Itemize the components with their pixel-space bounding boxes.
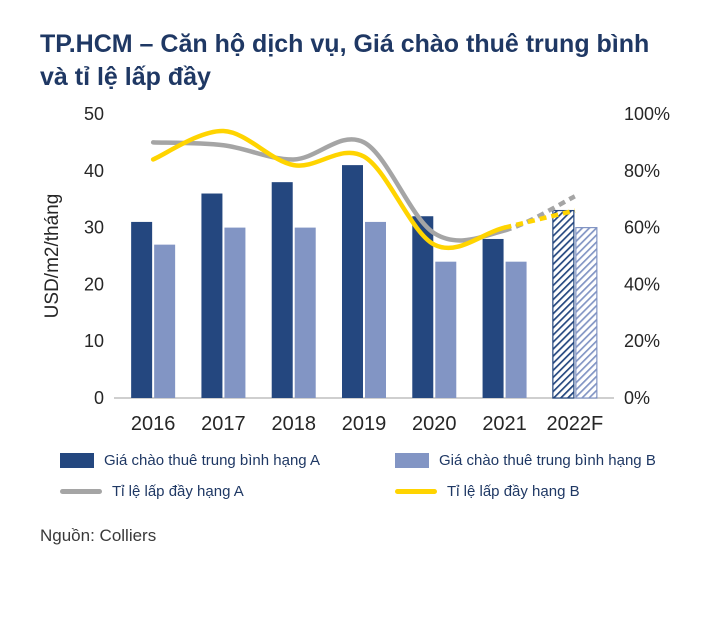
- line-b-swatch-icon: [395, 489, 437, 494]
- x-category-label: 2019: [342, 413, 387, 435]
- x-category-label: 2020: [412, 413, 457, 435]
- bar-hang-b-2016: [154, 244, 176, 398]
- x-category-label: 2018: [271, 413, 316, 435]
- occupancy-line-hang-b: [150, 128, 507, 251]
- bar-hang-b-2021: [505, 261, 527, 398]
- y-left-tick-label: 20: [84, 274, 104, 294]
- y-left-tick-label: 30: [84, 218, 104, 238]
- x-category-label: 2021: [482, 413, 527, 435]
- chart-legend: Giá chào thuê trung bình hạng A Giá chào…: [60, 452, 714, 500]
- bar-b-swatch-icon: [395, 453, 429, 468]
- y-right-tick-label: 100%: [624, 104, 670, 124]
- bar-hang-a-2022F: [552, 209, 575, 399]
- y-right-tick-label: 20%: [624, 331, 660, 351]
- bar-hang-a-2019: [342, 165, 363, 398]
- y-left-tick-label: 10: [84, 331, 104, 351]
- y-left-tick-label: 0: [94, 388, 104, 408]
- y-axis-title: USD/m2/tháng: [42, 194, 63, 319]
- legend-label-rent-a: Giá chào thuê trung bình hạng A: [104, 452, 320, 469]
- bar-hang-b-2018: [294, 227, 316, 398]
- y-left-tick-label: 50: [84, 104, 104, 124]
- bar-hang-a-2021: [482, 238, 504, 398]
- y-left-tick-label: 40: [84, 161, 104, 181]
- bar-hang-b-2019: [365, 221, 386, 398]
- source-note: Nguồn: Colliers: [40, 526, 157, 545]
- legend-row-1: Giá chào thuê trung bình hạng A Giá chào…: [60, 452, 714, 469]
- occupancy-line-forecast-hang-a: [503, 194, 576, 233]
- y-right-tick-label: 60%: [624, 218, 660, 238]
- bar-hang-a-2016: [131, 221, 153, 398]
- x-category-label: 2022F: [546, 413, 603, 435]
- bar-a-swatch-icon: [60, 453, 94, 468]
- bar-hang-b-2022F: [575, 226, 598, 399]
- x-category-label: 2016: [131, 413, 176, 435]
- legend-item-occupancy-b: Tỉ lệ lấp đầy hạng B: [395, 483, 580, 500]
- occupancy-line-forecast-hang-b: [504, 208, 576, 230]
- line-a-swatch-icon: [60, 489, 102, 494]
- bar-hang-a-2018: [271, 182, 293, 398]
- bar-hang-b-2020: [435, 261, 457, 398]
- y-right-tick-label: 40%: [624, 274, 660, 294]
- occupancy-line-hang-a: [150, 137, 507, 243]
- y-right-tick-label: 80%: [624, 161, 660, 181]
- legend-item-occupancy-a: Tỉ lệ lấp đầy hạng A: [60, 483, 395, 500]
- legend-label-occupancy-b: Tỉ lệ lấp đầy hạng B: [447, 483, 580, 500]
- legend-label-rent-b: Giá chào thuê trung bình hạng B: [439, 452, 656, 469]
- bar-hang-a-2020: [412, 216, 434, 398]
- chart-title: TP.HCM – Căn hộ dịch vụ, Giá chào thuê t…: [40, 30, 650, 91]
- legend-item-rent-a: Giá chào thuê trung bình hạng A: [60, 452, 395, 469]
- chart-canvas: 0 10 20 30 40 50 0% 20% 40% 60% 80% 100% USD/m2/thán…: [42, 104, 670, 435]
- y-right-tick-label: 0%: [624, 388, 650, 408]
- legend-item-rent-b: Giá chào thuê trung bình hạng B: [395, 452, 656, 469]
- legend-row-2: Tỉ lệ lấp đầy hạng A Tỉ lệ lấp đầy hạng …: [60, 483, 714, 500]
- x-category-label: 2017: [201, 413, 246, 435]
- bar-hang-a-2017: [201, 193, 223, 398]
- bar-hang-b-2017: [224, 227, 246, 398]
- legend-label-occupancy-a: Tỉ lệ lấp đầy hạng A: [112, 483, 244, 500]
